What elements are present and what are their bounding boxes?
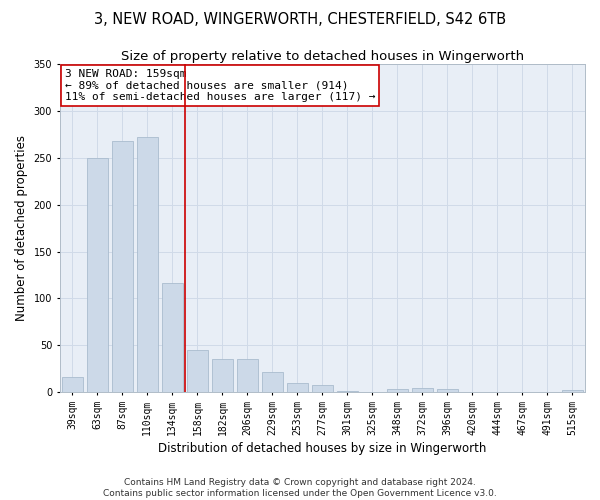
Bar (287, 383, 308, 392)
Bar (562, 390, 583, 392)
Bar (212, 360, 233, 392)
Bar (62, 377, 83, 392)
Bar (387, 390, 408, 392)
Bar (187, 350, 208, 392)
Text: Contains HM Land Registry data © Crown copyright and database right 2024.
Contai: Contains HM Land Registry data © Crown c… (103, 478, 497, 498)
Bar (112, 141, 133, 392)
Bar (437, 390, 458, 392)
Text: 3, NEW ROAD, WINGERWORTH, CHESTERFIELD, S42 6TB: 3, NEW ROAD, WINGERWORTH, CHESTERFIELD, … (94, 12, 506, 28)
Bar (412, 388, 433, 392)
Text: 3 NEW ROAD: 159sqm
← 89% of detached houses are smaller (914)
11% of semi-detach: 3 NEW ROAD: 159sqm ← 89% of detached hou… (65, 69, 376, 102)
Bar (137, 138, 158, 392)
Bar (312, 384, 333, 392)
Bar (262, 372, 283, 392)
Bar (162, 284, 183, 392)
X-axis label: Distribution of detached houses by size in Wingerworth: Distribution of detached houses by size … (158, 442, 487, 455)
Title: Size of property relative to detached houses in Wingerworth: Size of property relative to detached ho… (121, 50, 524, 63)
Bar (337, 391, 358, 392)
Bar (87, 158, 108, 392)
Bar (237, 360, 258, 392)
Y-axis label: Number of detached properties: Number of detached properties (15, 135, 28, 321)
